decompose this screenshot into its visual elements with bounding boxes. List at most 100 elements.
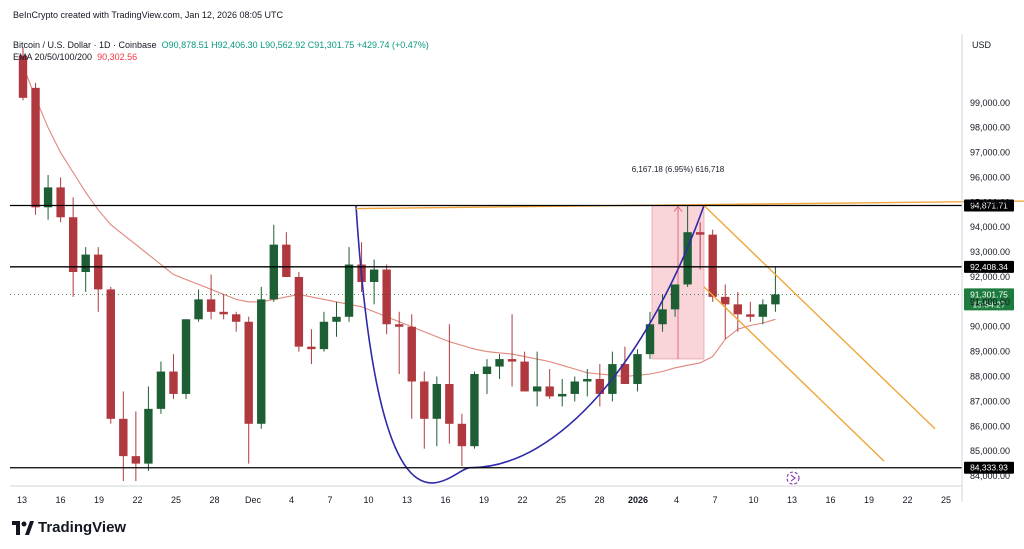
candle-body xyxy=(495,359,504,367)
x-tick-label: 25 xyxy=(171,495,181,505)
candle-body xyxy=(119,418,128,457)
candle-body xyxy=(194,299,203,320)
candle-body xyxy=(683,232,692,285)
y-tick-label: 84,000.00 xyxy=(970,471,1010,481)
y-tick-label: 93,000.00 xyxy=(970,247,1010,257)
y-tick-label: 89,000.00 xyxy=(970,347,1010,357)
candle-body xyxy=(432,383,442,419)
candle-body xyxy=(144,408,153,464)
x-tick-label: 19 xyxy=(864,495,874,505)
x-tick-label: 22 xyxy=(132,495,142,505)
candle-body xyxy=(733,304,742,315)
candle-body xyxy=(470,374,479,447)
symbol-title: Bitcoin / U.S. Dollar · 1D · Coinbase xyxy=(13,40,157,50)
candle-body xyxy=(595,379,605,394)
candle-body xyxy=(395,324,404,327)
measure-tool: 6,167.18 (6.95%) 616,718 xyxy=(632,165,725,360)
y-tick-label: 98,000.00 xyxy=(970,123,1010,133)
x-tick-label: 7 xyxy=(327,495,332,505)
candle-body xyxy=(695,232,705,235)
x-tick-label: 16 xyxy=(440,495,450,505)
candle-body xyxy=(445,383,454,424)
candle-body xyxy=(131,456,141,464)
y-tick-label: 96,000.00 xyxy=(970,172,1010,182)
candle-body xyxy=(106,289,115,419)
candle-body xyxy=(407,326,416,382)
x-tick-label: 28 xyxy=(594,495,604,505)
candle-body xyxy=(282,244,291,277)
candle-body xyxy=(369,269,379,282)
measure-label: 6,167.18 (6.95%) 616,718 xyxy=(632,165,725,174)
candle-body xyxy=(633,354,642,384)
price-axis: 84,000.00 85,000.00 86,000.00 87,000.00 88,0… xyxy=(961,34,1010,502)
x-tick-label: 10 xyxy=(748,495,758,505)
candle-body xyxy=(771,294,780,305)
candle-body xyxy=(708,234,717,297)
candle-body xyxy=(482,366,492,375)
y-tick-label: 95,000.00 xyxy=(970,197,1010,207)
candle-body xyxy=(81,254,90,272)
x-tick-label: 13 xyxy=(402,495,412,505)
y-tick-label: 91,000.00 xyxy=(970,297,1010,307)
candle-body xyxy=(18,55,28,98)
candle-body xyxy=(319,321,329,350)
candle-body xyxy=(56,187,65,218)
y-tick-label: 87,000.00 xyxy=(970,396,1010,406)
y-tick-label: 86,000.00 xyxy=(970,421,1010,431)
candle-body xyxy=(169,371,178,394)
x-tick-label: 2026 xyxy=(628,495,648,505)
ema-label: EMA 20/50/100/200 xyxy=(13,52,93,62)
candle-body xyxy=(68,217,78,272)
candle-body xyxy=(206,299,216,312)
chart-credit: BeInCrypto created with TradingView.com,… xyxy=(13,10,283,20)
candle-body xyxy=(721,296,730,305)
resistance-trendline xyxy=(355,200,1024,210)
level-price-tag xyxy=(964,199,1014,212)
candle-body xyxy=(94,254,103,290)
y-tick-label: 88,000.00 xyxy=(970,372,1010,382)
replay-icon-arrow xyxy=(790,474,796,482)
y-tick-label: 85,000.00 xyxy=(970,446,1010,456)
candle-body xyxy=(156,371,166,409)
candle-body xyxy=(520,361,529,392)
candle-body xyxy=(181,319,191,394)
candle-body xyxy=(231,314,241,322)
candle-body xyxy=(645,324,655,355)
y-tick-label: 99,000.00 xyxy=(970,98,1010,108)
x-tick-label: 25 xyxy=(556,495,566,505)
symbol-legend: Bitcoin / U.S. Dollar · 1D · Coinbase O9… xyxy=(13,40,429,50)
candle-body xyxy=(532,386,542,392)
x-tick-label: 13 xyxy=(787,495,797,505)
current-price-tag xyxy=(964,288,1014,311)
level-price-tag xyxy=(964,461,1014,474)
x-tick-label: 19 xyxy=(479,495,489,505)
channel-lower-line xyxy=(703,286,885,462)
plot-area xyxy=(10,34,962,486)
x-tick-label: 22 xyxy=(517,495,527,505)
currency-label: USD xyxy=(972,40,992,50)
y-tick-label: 94,000.00 xyxy=(970,222,1010,232)
x-tick-label: 16 xyxy=(825,495,835,505)
candle-body xyxy=(658,309,667,325)
ema-legend: EMA 20/50/100/200 90,302.56 xyxy=(13,52,137,62)
x-tick-label: 28 xyxy=(209,495,219,505)
measure-arrow-head xyxy=(673,205,683,212)
x-tick-label: 19 xyxy=(94,495,104,505)
candle-body xyxy=(420,381,429,419)
level-price-label: 84,333.93 xyxy=(970,463,1008,473)
level-price-tag xyxy=(964,260,1014,273)
candle-body xyxy=(307,346,316,350)
tradingview-logo: TradingView xyxy=(12,519,126,536)
candle-body xyxy=(570,381,579,394)
candle-body xyxy=(257,299,266,424)
horizontal-levels: 94,871.71 92,408.34 84,333.93 91,301.7515:5… xyxy=(10,199,1014,474)
candle-body xyxy=(332,316,341,322)
candle-body xyxy=(545,386,554,397)
time-axis: 13 16 19 22 25 28 Dec 4 7 10 13 16 19 22 25 28 2026 4 7 10 1… xyxy=(10,485,962,505)
candle-body xyxy=(558,393,567,397)
current-price-label: 91,301.75 xyxy=(970,289,1008,299)
x-tick-label: 7 xyxy=(712,495,717,505)
candle-body xyxy=(620,364,630,384)
candle-body xyxy=(294,276,304,347)
